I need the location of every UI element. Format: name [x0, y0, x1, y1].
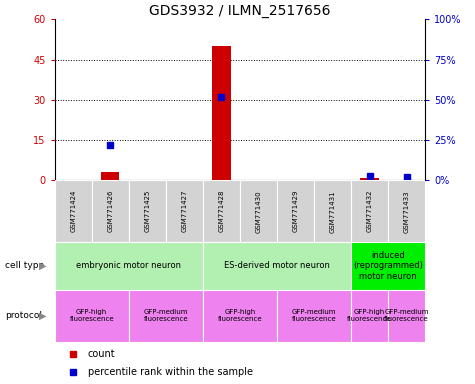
- Text: embryonic motor neuron: embryonic motor neuron: [76, 262, 181, 270]
- Bar: [351, 180, 388, 242]
- Text: ▶: ▶: [39, 311, 47, 321]
- Text: cell type: cell type: [5, 262, 44, 270]
- Text: percentile rank within the sample: percentile rank within the sample: [88, 367, 253, 377]
- Bar: [92, 180, 129, 242]
- Bar: [55, 242, 203, 290]
- Bar: [277, 290, 351, 342]
- Bar: [166, 180, 203, 242]
- Bar: [361, 178, 379, 180]
- Text: GSM771433: GSM771433: [404, 190, 409, 233]
- Bar: [55, 290, 129, 342]
- Bar: [203, 180, 240, 242]
- Title: GDS3932 / ILMN_2517656: GDS3932 / ILMN_2517656: [149, 4, 331, 18]
- Text: GSM771425: GSM771425: [144, 190, 150, 232]
- Bar: [240, 180, 277, 242]
- Bar: [129, 290, 203, 342]
- Bar: [351, 242, 425, 290]
- Text: count: count: [88, 349, 115, 359]
- Bar: [351, 290, 388, 342]
- Bar: [101, 172, 120, 180]
- Text: GFP-medium
fluorescence: GFP-medium fluorescence: [384, 310, 429, 322]
- Text: GSM771424: GSM771424: [70, 190, 76, 232]
- Bar: [388, 290, 425, 342]
- Text: GFP-medium
fluorescence: GFP-medium fluorescence: [143, 310, 188, 322]
- Text: GFP-medium
fluorescence: GFP-medium fluorescence: [292, 310, 336, 322]
- Bar: [277, 180, 314, 242]
- Bar: [388, 180, 425, 242]
- Text: GSM771432: GSM771432: [367, 190, 372, 232]
- Text: GFP-high
fluorescence: GFP-high fluorescence: [347, 310, 392, 322]
- Bar: [203, 290, 277, 342]
- Text: GSM771428: GSM771428: [218, 190, 224, 232]
- Text: protocol: protocol: [5, 311, 42, 320]
- Text: GFP-high
fluorescence: GFP-high fluorescence: [69, 310, 114, 322]
- Bar: [203, 242, 351, 290]
- Text: induced
(reprogrammed)
motor neuron: induced (reprogrammed) motor neuron: [353, 251, 423, 281]
- Bar: [212, 46, 231, 180]
- Bar: [314, 180, 351, 242]
- Text: GSM771426: GSM771426: [107, 190, 113, 232]
- Text: ▶: ▶: [39, 261, 47, 271]
- Bar: [129, 180, 166, 242]
- Bar: [55, 180, 92, 242]
- Text: GSM771429: GSM771429: [293, 190, 298, 232]
- Text: GSM771431: GSM771431: [330, 190, 335, 233]
- Text: ES-derived motor neuron: ES-derived motor neuron: [224, 262, 330, 270]
- Text: GSM771430: GSM771430: [256, 190, 261, 233]
- Text: GSM771427: GSM771427: [181, 190, 187, 232]
- Text: GFP-high
fluorescence: GFP-high fluorescence: [218, 310, 262, 322]
